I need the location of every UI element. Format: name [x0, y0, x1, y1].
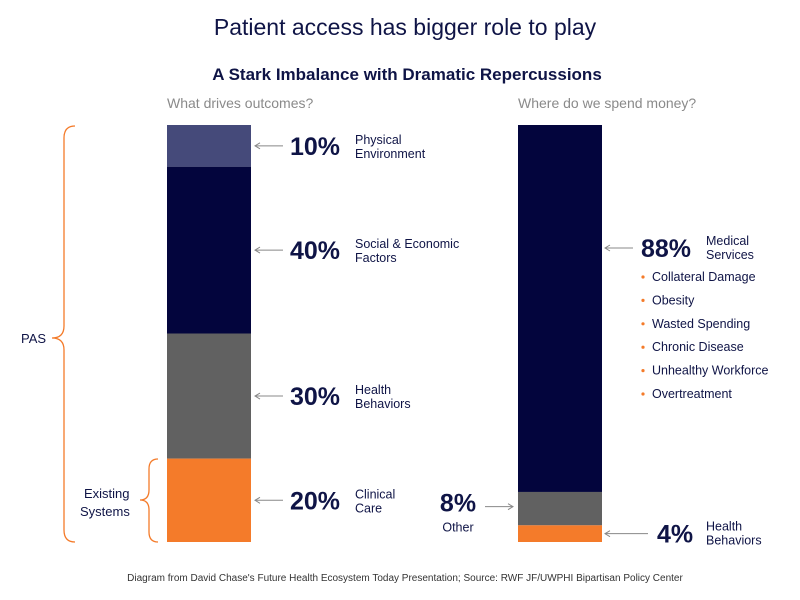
right-label-line1-2: Health: [706, 520, 742, 534]
left-label-line2-3: Care: [355, 501, 382, 515]
existing-systems-brace: [139, 458, 159, 543]
left-label-line2-2: Behaviors: [355, 397, 411, 411]
right-pct-label-0: 88%: [641, 235, 691, 263]
bar-segment-0: [167, 125, 251, 167]
right-pct-label-2: 4%: [657, 521, 693, 549]
source-note: Diagram from David Chase's Future Health…: [127, 573, 683, 584]
left-label-line1-3: Clinical: [355, 487, 395, 501]
right-label-line1-1: Other: [442, 521, 473, 535]
left-pct-label-0: 10%: [290, 133, 340, 161]
bullet-dot-4: [641, 369, 645, 373]
medical-bullet-3: Chronic Disease: [652, 340, 744, 354]
bullet-dot-3: [641, 345, 645, 349]
bullet-dot-2: [641, 322, 645, 326]
medical-bullet-1: Obesity: [652, 293, 695, 307]
right-arrow-2: [604, 530, 648, 538]
bullet-dot-1: [641, 298, 645, 302]
existing-systems-label-line1: Existing: [84, 486, 130, 501]
bar-segment-1: [167, 166, 251, 334]
pas-brace: [51, 125, 76, 543]
left-arrow-1: [254, 246, 283, 254]
existing-systems-label-line2: Systems: [80, 504, 130, 519]
chart-title: Patient access has bigger role to play: [214, 14, 597, 40]
left-arrow-0: [254, 142, 283, 150]
bar-segment-1: [518, 491, 602, 526]
right-pct-label-1: 8%: [440, 490, 476, 518]
left-label-line2-0: Environment: [355, 147, 426, 161]
bullet-dot-5: [641, 392, 645, 396]
bar-segment-2: [518, 525, 602, 542]
bullet-dot-0: [641, 275, 645, 279]
medical-bullet-4: Unhealthy Workforce: [652, 364, 769, 378]
right-label-line2-0: Services: [706, 248, 754, 262]
medical-bullet-2: Wasted Spending: [652, 317, 750, 331]
left-column-heading: What drives outcomes?: [167, 95, 313, 111]
left-arrow-2: [254, 392, 283, 400]
right-arrow-0: [604, 244, 633, 252]
right-label-line1-0: Medical: [706, 234, 749, 248]
left-pct-label-3: 20%: [290, 487, 340, 515]
left-label-line1-2: Health: [355, 383, 391, 397]
right-stacked-bar: [518, 125, 602, 542]
bar-segment-2: [167, 333, 251, 459]
medical-bullet-5: Overtreatment: [652, 387, 732, 401]
left-label-line1-0: Physical: [355, 133, 402, 147]
left-arrow-3: [254, 496, 283, 504]
bar-segment-0: [518, 125, 602, 492]
pas-label: PAS: [21, 331, 46, 346]
right-column-heading: Where do we spend money?: [518, 95, 696, 111]
right-label-line2-2: Behaviors: [706, 534, 762, 548]
left-pct-label-2: 30%: [290, 383, 340, 411]
bar-segment-3: [167, 458, 251, 542]
left-pct-label-1: 40%: [290, 237, 340, 265]
medical-bullet-0: Collateral Damage: [652, 270, 756, 284]
chart-subtitle: A Stark Imbalance with Dramatic Repercus…: [212, 65, 602, 84]
left-stacked-bar: [167, 125, 251, 542]
left-label-line2-1: Factors: [355, 251, 397, 265]
left-label-line1-1: Social & Economic: [355, 237, 459, 251]
right-arrow-1: [485, 503, 514, 511]
